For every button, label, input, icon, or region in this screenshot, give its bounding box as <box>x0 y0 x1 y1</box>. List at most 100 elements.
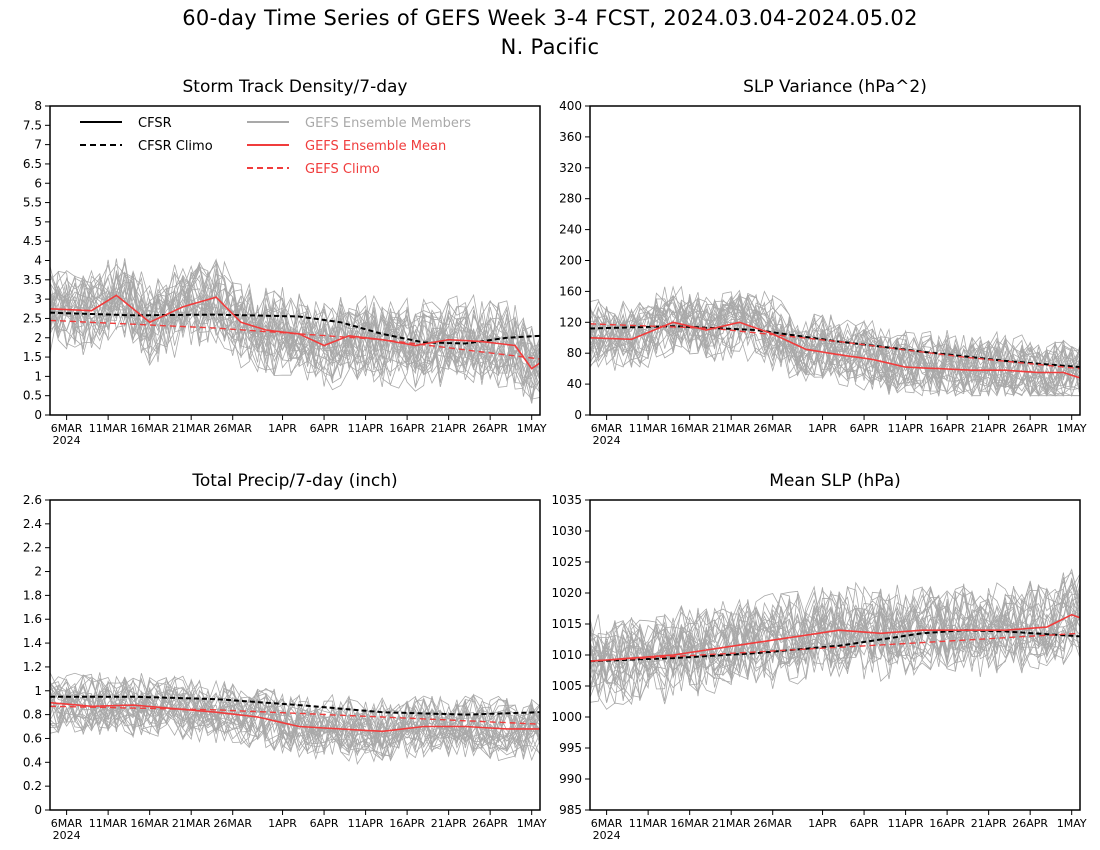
legend-gefs-climo-label: GEFS Climo <box>305 162 380 177</box>
chart-panel: SLP Variance (hPa^2) 0 40 80 120 160 200 240 280… <box>559 77 1087 447</box>
x-tick-label: 6APR <box>310 817 339 830</box>
ensemble-member-line <box>49 279 541 380</box>
x-tick-label: 21APR <box>431 422 467 435</box>
chart-panel: Mean SLP (hPa) 985 990 995 1000 1005 1010 1015 1… <box>551 471 1086 842</box>
ensemble-member-line <box>589 592 1081 687</box>
ensemble-member-line <box>49 674 541 747</box>
y-tick-label: 0.4 <box>23 755 42 769</box>
y-tick-label: 1015 <box>551 617 582 631</box>
ensemble-member-line <box>49 282 541 385</box>
ensemble-member-line <box>49 258 541 368</box>
gefs-climo-line <box>589 632 1081 662</box>
y-tick-label: 7 <box>34 138 42 152</box>
y-tick-label: 1005 <box>551 679 582 693</box>
x-tick-label: 16MAR <box>670 817 709 830</box>
x-tick-label: 26MAR <box>213 422 252 435</box>
x-tick-label: 26MAR <box>753 422 792 435</box>
y-tick-label: 1010 <box>551 648 582 662</box>
legend: CFSR CFSR Climo GEFS Ensemble Members GEFS … <box>80 116 471 177</box>
y-tick-label: 2 <box>34 331 42 345</box>
chart-title: Total Precip/7-day (inch) <box>191 471 397 491</box>
ensemble-member-line <box>589 591 1081 706</box>
legend-gefs-mean-label: GEFS Ensemble Mean <box>305 139 446 154</box>
x-tick-label: 11APR <box>348 817 384 830</box>
x-year-label: 2024 <box>53 434 81 447</box>
legend-cfsr-climo-label: CFSR Climo <box>138 139 213 154</box>
x-tick-label: 11APR <box>888 422 924 435</box>
ensemble-member-line <box>49 260 541 378</box>
y-tick-label: 2.5 <box>23 311 42 325</box>
x-tick-label: 11MAR <box>89 817 128 830</box>
y-tick-label: 2.4 <box>23 517 42 531</box>
x-tick-label: 16APR <box>389 422 425 435</box>
x-tick-label: 11MAR <box>629 817 668 830</box>
y-tick-label: 1.4 <box>23 636 42 650</box>
y-tick-label: 1020 <box>551 586 582 600</box>
ensemble-member-line <box>589 575 1081 683</box>
y-tick-label: 0 <box>34 408 42 422</box>
x-tick-label: 1APR <box>808 817 837 830</box>
ensemble-member-line <box>49 676 541 751</box>
ensemble-member-line <box>589 285 1081 388</box>
x-tick-label: 11MAR <box>629 422 668 435</box>
plot-frame <box>49 105 541 416</box>
ensemble-member-line <box>49 270 541 389</box>
gefs-mean-line <box>589 321 1081 379</box>
y-tick-label: 995 <box>559 741 582 755</box>
x-tick-label: 6MAR <box>51 422 83 435</box>
x-tick-label: 1MAY <box>517 422 547 435</box>
ensemble-member-line <box>589 593 1081 702</box>
x-tick-label: 21MAR <box>172 817 211 830</box>
y-tick-label: 1025 <box>551 555 582 569</box>
x-tick-label: 26MAR <box>753 817 792 830</box>
x-tick-label: 21MAR <box>712 817 751 830</box>
x-tick-label: 1MAY <box>1057 817 1087 830</box>
x-tick-label: 6MAR <box>51 817 83 830</box>
y-tick-label: 1.5 <box>23 350 42 364</box>
ensemble-member-line <box>589 598 1081 699</box>
y-tick-label: 985 <box>559 803 582 817</box>
y-tick-label: 0.6 <box>23 731 42 745</box>
x-tick-label: 1MAY <box>1057 422 1087 435</box>
y-tick-label: 5.5 <box>23 196 42 210</box>
x-tick-label: 11APR <box>888 817 924 830</box>
cfsr-climo-line <box>589 629 1081 663</box>
x-tick-label: 16MAR <box>670 422 709 435</box>
x-tick-label: 26MAR <box>213 817 252 830</box>
ensemble-member-line <box>49 692 541 761</box>
y-tick-label: 1030 <box>551 524 582 538</box>
x-tick-label: 21APR <box>431 817 467 830</box>
y-tick-label: 1.6 <box>23 612 42 626</box>
chart-panel: Total Precip/7-day (inch)00.20.40.60.811… <box>23 471 547 842</box>
y-tick-label: 990 <box>559 772 582 786</box>
y-tick-label: 0.8 <box>23 708 42 722</box>
x-tick-label: 21MAR <box>172 422 211 435</box>
y-tick-label: 0.5 <box>23 389 42 403</box>
cfsr-climo-line <box>49 311 541 345</box>
x-tick-label: 1APR <box>268 817 297 830</box>
x-tick-label: 16APR <box>389 817 425 830</box>
cfsr-climo-line <box>50 695 541 716</box>
x-tick-label: 1APR <box>808 422 837 435</box>
x-tick-label: 26APR <box>1012 817 1048 830</box>
y-tick-label: 5 <box>34 215 42 229</box>
y-tick-label: 240 <box>559 223 582 237</box>
ensemble-member-line <box>49 685 541 757</box>
x-tick-label: 6APR <box>850 422 879 435</box>
x-tick-label: 26APR <box>472 817 508 830</box>
gefs-mean-line <box>589 613 1081 662</box>
x-tick-label: 1MAY <box>517 817 547 830</box>
ensemble-member-line <box>589 586 1081 698</box>
ensemble-member-line <box>49 269 541 388</box>
y-tick-label: 280 <box>559 192 582 206</box>
x-tick-label: 6MAR <box>591 422 623 435</box>
x-tick-label: 26APR <box>1012 422 1048 435</box>
y-tick-label: 4 <box>34 254 42 268</box>
chart-title: Mean SLP (hPa) <box>769 471 901 491</box>
ensemble-member-line <box>589 294 1081 389</box>
ensemble-members <box>49 672 541 765</box>
x-year-label: 2024 <box>593 434 621 447</box>
x-tick-label: 1APR <box>268 422 297 435</box>
plot-frame <box>49 499 541 811</box>
